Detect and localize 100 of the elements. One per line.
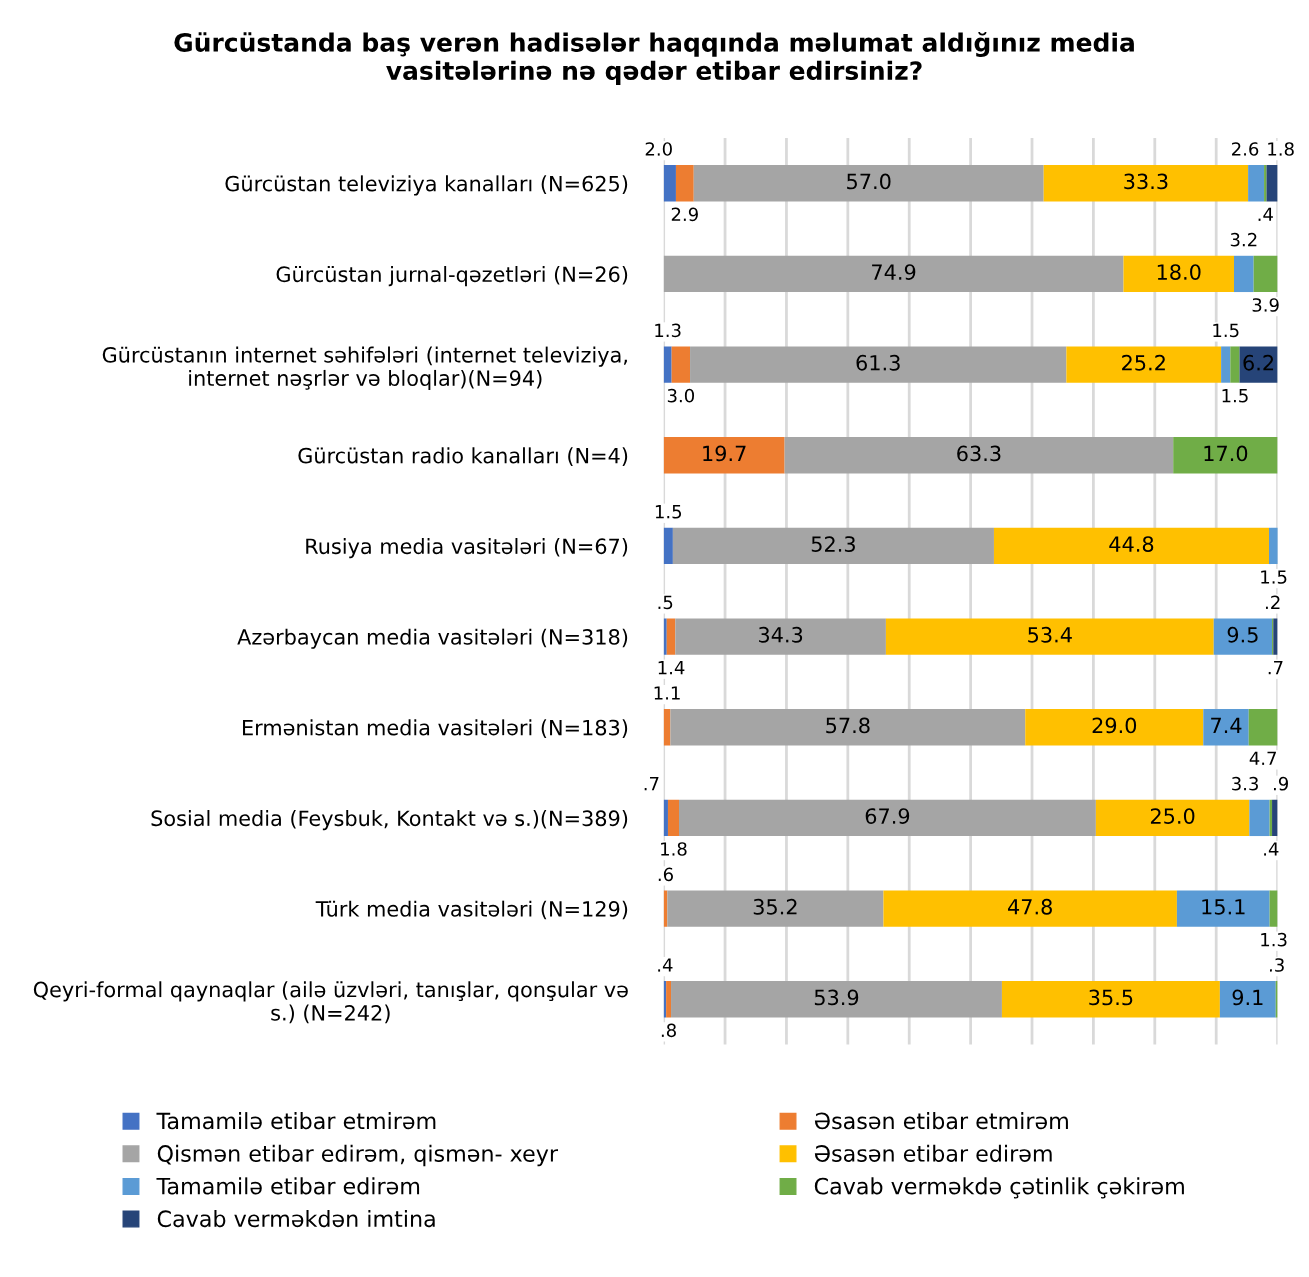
data-label: .4 (658, 958, 673, 972)
bar (675, 165, 694, 202)
bar (663, 437, 785, 474)
bar (693, 165, 1044, 202)
bar (1230, 346, 1240, 383)
bar (1266, 165, 1278, 202)
bar (1272, 799, 1278, 837)
y-tick-label: Türk media vasitələri (N=129) (315, 900, 628, 920)
data-label: 3.0 (667, 388, 695, 403)
data-label: .3 (1269, 958, 1284, 972)
bar (666, 618, 676, 655)
bar (1268, 527, 1278, 565)
data-label: .5 (658, 595, 673, 610)
data-label: 35.5 (1089, 989, 1133, 1006)
data-label: 53.9 (814, 989, 859, 1006)
bar (663, 255, 1124, 293)
data-label: 52.3 (811, 536, 855, 552)
bar (1203, 709, 1249, 746)
bar (671, 346, 691, 383)
y-tick-label: Ermənistan media vasitələri (N=183) (243, 719, 628, 738)
data-label: 25.0 (1150, 808, 1195, 824)
data-label: 7.4 (1211, 717, 1242, 733)
data-label: .7 (1268, 661, 1283, 675)
data-label: .8 (661, 1023, 676, 1038)
data-label: 6.2 (1243, 354, 1274, 371)
data-label: 3.3 (1232, 776, 1258, 791)
bar (784, 437, 1174, 474)
data-label: 18.0 (1157, 264, 1201, 280)
bar (1264, 165, 1267, 202)
data-label: 35.2 (753, 898, 797, 915)
bar (1249, 799, 1270, 837)
data-label: 33.3 (1124, 173, 1168, 190)
data-label: 1.5 (1213, 323, 1239, 338)
data-label: .9 (1273, 776, 1288, 791)
bar (1213, 618, 1273, 655)
legend-label: Cavab verməkdən imtina (157, 1209, 435, 1228)
legend-label: Əsasən etibar etmirəm (814, 1112, 1068, 1130)
y-tick-label: Sosial media (Feysbuk, Kontakt və s.)(N=389) (151, 810, 628, 831)
legend-label: Cavab verməkdə çətinlik çəkirəm (814, 1177, 1184, 1199)
bar (1001, 981, 1220, 1018)
data-label: 1.3 (655, 323, 681, 338)
bar (1273, 618, 1278, 655)
bar (1123, 255, 1234, 293)
y-tick-label: Gürcüstan radio kanalları (N=4) (298, 447, 628, 466)
data-label: 3.9 (1252, 298, 1279, 312)
bar (1269, 890, 1278, 927)
data-label: 57.0 (847, 173, 891, 190)
bar (672, 527, 994, 565)
data-label: 1.8 (661, 842, 687, 856)
bar (663, 165, 676, 202)
bar (885, 618, 1214, 655)
data-label: 74.9 (872, 264, 916, 280)
data-label: 1.5 (1261, 570, 1287, 584)
data-label: 2.6 (1232, 142, 1259, 156)
bar (1025, 709, 1204, 746)
bar (993, 527, 1269, 565)
y-tick-label: Gürcüstan televiziya kanalları (N=625) (225, 175, 628, 196)
data-label: .4 (1258, 207, 1273, 221)
bar (671, 981, 1002, 1018)
data-label: .4 (1264, 842, 1279, 856)
data-label: 53.4 (1028, 626, 1072, 643)
bar (667, 799, 680, 837)
bar (1221, 346, 1231, 383)
data-label: 47.8 (1008, 898, 1052, 915)
data-label: 1.4 (658, 661, 685, 675)
legend-label: Əsasən etibar edirəm (814, 1144, 1052, 1162)
bar (679, 799, 1096, 837)
bar (1066, 346, 1222, 383)
bar (1234, 255, 1254, 293)
bar (1248, 165, 1265, 202)
data-label: .7 (644, 777, 659, 791)
y-tick-label: Gürcüstan jurnal-qəzetləri (N=26) (276, 266, 628, 287)
data-label: 4.7 (1249, 751, 1276, 765)
bar (690, 346, 1067, 383)
data-label: 17.0 (1204, 445, 1248, 462)
data-label: 2.0 (645, 142, 672, 156)
data-label: 25.2 (1122, 354, 1165, 371)
data-label: 29.0 (1092, 717, 1137, 734)
bar (670, 709, 1026, 746)
bar (1095, 799, 1250, 837)
bar (1253, 255, 1278, 293)
y-tick-label: Rusiya media vasitələri (N=67) (306, 538, 628, 559)
legend-label: Qismən etibar edirəm, qismən- xeyr (157, 1144, 559, 1167)
bar (1043, 165, 1249, 202)
data-label: 9.5 (1227, 626, 1258, 643)
bar (666, 981, 672, 1018)
chart-title: Gürcüstanda baş verən hadisələr haqqında məlumat aldığınız media vasitələrinə nə qədər etibar edirsiniz? (174, 31, 1134, 85)
bar (1173, 437, 1278, 474)
bar (883, 890, 1177, 927)
legend-label: Tamamilə etibar edirəm (156, 1177, 420, 1195)
bar (667, 890, 884, 927)
data-label: 1.5 (655, 505, 682, 519)
bar (663, 346, 672, 383)
data-label: 1.1 (654, 686, 680, 700)
bar (1176, 890, 1270, 927)
y-tick-label: Azərbaycan media vasitələri (N=318) (237, 628, 628, 649)
bar (663, 618, 667, 655)
data-label: 34.3 (759, 626, 803, 643)
data-label: 1.3 (1261, 932, 1287, 947)
bar (663, 799, 668, 837)
